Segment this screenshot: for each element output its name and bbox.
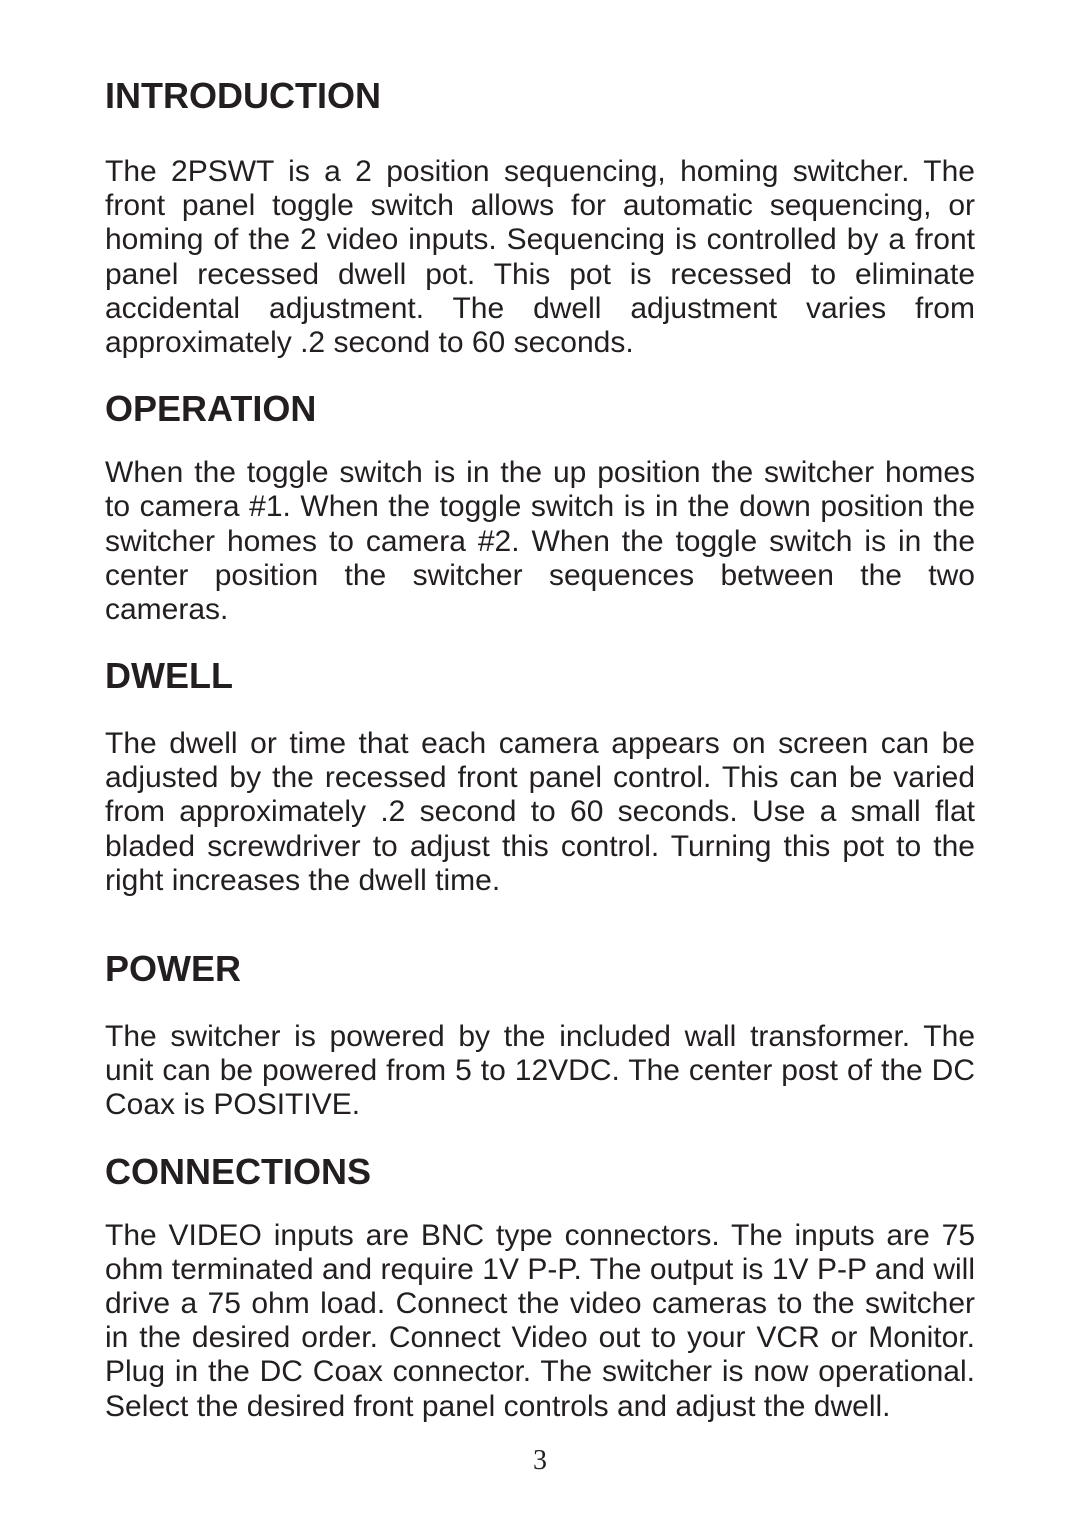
document-page: INTRODUCTION The 2PSWT is a 2 position s… — [0, 0, 1080, 1529]
page-number: 3 — [0, 1445, 1080, 1477]
section-heading-connections: CONNECTIONS — [105, 1151, 975, 1193]
section-body-dwell: The dwell or time that each camera appea… — [105, 727, 975, 898]
section-heading-operation: OPERATION — [105, 388, 975, 430]
section-body-introduction: The 2PSWT is a 2 position sequencing, ho… — [105, 155, 975, 360]
section-body-operation: When the toggle switch is in the up posi… — [105, 456, 975, 627]
section-body-power: The switcher is powered by the included … — [105, 1020, 975, 1123]
section-heading-introduction: INTRODUCTION — [105, 75, 975, 117]
section-heading-dwell: DWELL — [105, 655, 975, 697]
section-heading-power: POWER — [105, 948, 975, 990]
section-body-connections: The VIDEO inputs are BNC type connectors… — [105, 1219, 975, 1424]
